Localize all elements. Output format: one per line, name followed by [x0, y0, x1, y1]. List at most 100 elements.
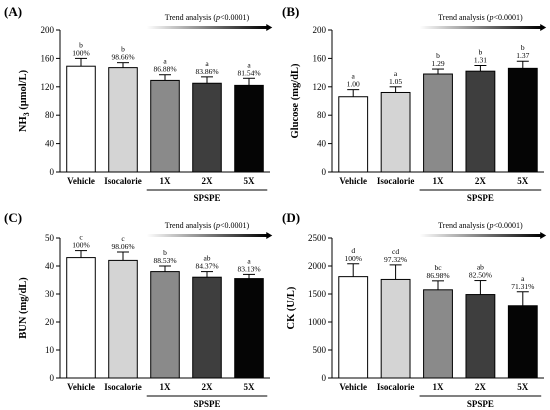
panel-b-x-tick-label: Vehicle	[339, 176, 367, 186]
panel-c-bar	[108, 259, 138, 379]
panel-b-data-label: 1.29	[431, 59, 444, 68]
panel-a-data-label: 98.66%	[111, 53, 134, 62]
panel-c-significance-letter: a	[247, 256, 251, 265]
panel-c-y-axis-label: BUN (mg/dL)	[18, 277, 29, 339]
panel-b-significance-letter: b	[479, 48, 483, 57]
panel-b-significance-letter: a	[352, 72, 356, 81]
panel-c-group-label: SPSPE	[193, 399, 220, 409]
panel-d-label: (D)	[282, 210, 300, 225]
panel-b-trend-label: Trend analysis (p<0.0001)	[438, 13, 523, 22]
panel-c-x-tick-label: Isocalorie	[104, 382, 142, 392]
panel-a-significance-letter: b	[121, 45, 125, 54]
panel-a-y-tick-label: 160	[41, 53, 55, 63]
panel-a-significance-letter: b	[79, 40, 83, 49]
panel-b-trend-arrowhead	[540, 24, 547, 31]
panel-c-data-label: 84.37%	[195, 262, 218, 271]
panel-c-bar	[66, 257, 96, 379]
panel-c-x-tick-label: 1X	[160, 382, 172, 392]
panel-b-y-tick-label: 160	[313, 53, 327, 63]
panel-c-y-tick-label: 0	[50, 373, 55, 383]
panel-a-x-tick-label: 5X	[244, 176, 256, 186]
panel-a-bar	[234, 84, 264, 173]
panel-c-bar	[192, 276, 222, 379]
panel-d-bar	[380, 278, 411, 379]
panel-b-data-label: 1.31	[474, 56, 487, 65]
panel-c-label: (C)	[4, 210, 22, 225]
panel-b-trend-gradient-bar	[419, 26, 542, 29]
panel-b-significance-letter: a	[394, 69, 398, 78]
panel-d-significance-letter: ab	[477, 263, 484, 272]
panel-b-y-tick-label: 0	[322, 167, 327, 177]
panel-b-y-tick-label: 120	[313, 82, 327, 92]
panel-c-trend-label: Trend analysis (p<0.0001)	[165, 221, 250, 230]
panel-b-bar	[507, 67, 538, 173]
panel-c-significance-letter: ab	[203, 254, 210, 263]
panel-c-y-tick-label: 50	[45, 233, 55, 243]
panel-c-trend-gradient-bar	[146, 234, 268, 237]
panel-d-y-tick-label: 2500	[308, 233, 327, 243]
panel-b-data-label: 1.37	[516, 51, 529, 60]
panel-a-bar	[192, 82, 222, 173]
panel-d-y-tick-label: 1000	[308, 317, 327, 327]
panel-b-significance-letter: b	[521, 43, 525, 52]
panel-b-y-tick-label: 40	[317, 139, 327, 149]
panel-b-y-axis-label: Glucose (mg/dL)	[290, 63, 301, 138]
panel-c-bar	[234, 278, 264, 379]
panel-d-data-label: 97.32%	[384, 255, 407, 264]
panel-d-bar	[465, 294, 496, 379]
panel-d-bar	[338, 276, 369, 379]
panel-a-x-tick-label: 2X	[202, 176, 214, 186]
panel-c-data-label: 88.53%	[153, 256, 176, 265]
panel-b-y-tick-label: 200	[313, 25, 327, 35]
panel-d-trend-gradient-bar	[419, 234, 542, 237]
panel-c-y-tick-label: 20	[45, 317, 55, 327]
panel-d-significance-letter: d	[351, 246, 355, 255]
panel-d-data-label: 82.50%	[469, 271, 492, 280]
panel-a-data-label: 83.86%	[195, 67, 218, 76]
panel-a-x-tick-label: 1X	[160, 176, 172, 186]
panel-d-y-tick-label: 2000	[308, 261, 327, 271]
panel-a-label: (A)	[4, 4, 22, 19]
panel-a-significance-letter: a	[163, 57, 167, 66]
panel-d-data-label: 86.98%	[426, 271, 449, 280]
panel-c-significance-letter: b	[163, 248, 167, 257]
panel-d-significance-letter: cd	[392, 247, 399, 256]
panel-d-y-tick-label: 1500	[308, 289, 327, 299]
panel-c-x-tick-label: 2X	[202, 382, 214, 392]
panel-b-y-tick-label: 80	[317, 110, 327, 120]
panel-d-data-label: 100%	[344, 254, 362, 263]
panel-d-x-tick-label: 1X	[433, 382, 445, 392]
panel-d-bar	[423, 289, 453, 379]
panel-a-x-tick-label: Vehicle	[67, 176, 95, 186]
panel-b-x-tick-label: 5X	[517, 176, 529, 186]
panel-d-x-tick-label: Vehicle	[339, 382, 367, 392]
panel-c-x-tick-label: 5X	[244, 382, 256, 392]
panel-a-data-label: 100%	[72, 48, 90, 57]
panel-c-data-label: 83.13%	[237, 264, 260, 273]
panel-c-data-label: 100%	[72, 241, 90, 250]
panel-b-data-label: 1.05	[389, 77, 402, 86]
panel-a-y-tick-label: 80	[45, 110, 55, 120]
panel-a-trend-arrowhead	[266, 24, 273, 31]
panel-a-y-tick-label: 200	[41, 25, 55, 35]
panel-a-data-label: 81.54%	[237, 68, 260, 77]
panel-c-bar	[150, 271, 180, 379]
panel-a-trend-label: Trend analysis (p<0.0001)	[165, 13, 250, 22]
panel-d-y-tick-label: 0	[322, 373, 327, 383]
panel-d-data-label: 71.31%	[511, 282, 534, 291]
panel-b-bar	[380, 91, 411, 173]
panel-c-y-tick-label: 40	[45, 261, 55, 271]
panel-d-significance-letter: bc	[434, 263, 442, 272]
panel-b-bar	[423, 73, 453, 173]
panel-a-trend-gradient-bar	[146, 26, 268, 29]
panel-b-x-tick-label: 2X	[475, 176, 487, 186]
panel-a-x-tick-label: Isocalorie	[104, 176, 142, 186]
panel-b-label: (B)	[282, 4, 299, 19]
panel-a-significance-letter: a	[205, 59, 209, 68]
panel-d-x-tick-label: 5X	[517, 382, 529, 392]
panel-d-bar	[507, 305, 538, 379]
panel-c-data-label: 98.06%	[111, 242, 134, 251]
panel-b-bar	[338, 96, 369, 173]
panel-c-trend-arrowhead	[266, 232, 273, 239]
panel-d-group-label: SPSPE	[467, 399, 494, 409]
